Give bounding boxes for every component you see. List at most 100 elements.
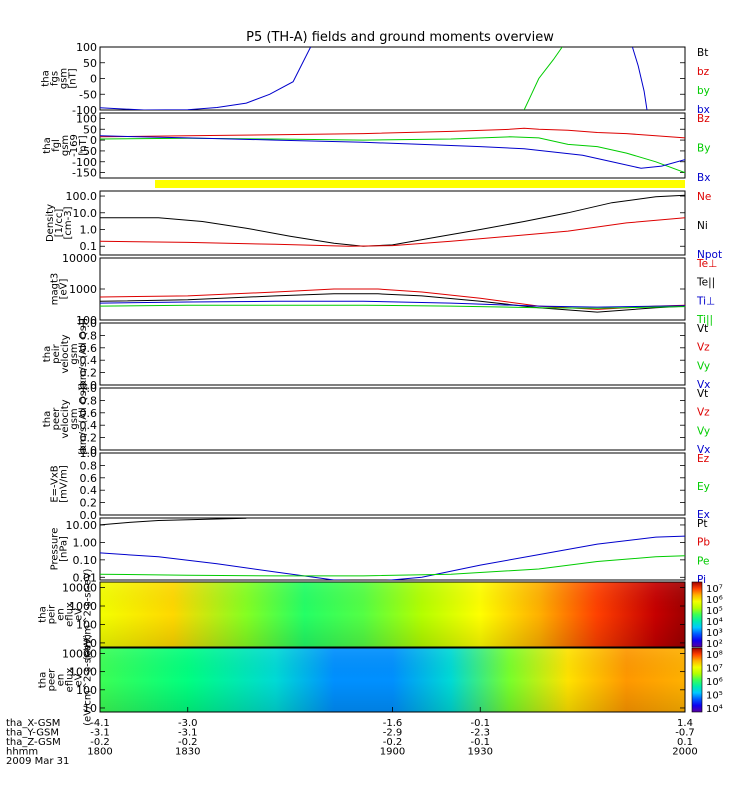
y-tick-label: -100 [72,104,97,117]
x-row-value: 0.1 [677,737,693,748]
y-tick-label: 0.10 [73,554,98,567]
y-tick-label: 100 [76,112,97,125]
series-Ti|| [100,304,685,309]
legend-By: By [697,143,710,155]
legend-Pt: Pt [697,518,707,530]
y-tick-label: 0.01 [73,571,98,584]
y-axis-label: thapeirenefluxeV(eV/cm^2-s-sr-eV) [38,568,94,660]
series-group [100,127,685,174]
series-Pe [100,555,685,577]
y-tick-label: 50 [83,57,97,70]
panel-frame [99,322,686,386]
x-row-value: -0.2 [383,737,403,748]
x-row-value: -2.9 [383,728,403,739]
x-row-value: -4.1 [90,718,110,729]
x-row-label: tha_Z-GSM [6,737,61,748]
colorbar-label: 10⁴ [706,704,723,715]
legend-Vy: Vy [697,360,710,372]
y-tick-label: 10.00 [66,519,98,532]
series-Bx [100,135,685,169]
colorbar-label: 10³ [706,628,723,639]
legend-Vt: Vt [697,323,708,335]
series-group [100,194,685,247]
y-axis-label: thafglgsm-169[nT] [42,134,89,157]
series-Bz [100,127,685,139]
series-Te|| [100,293,685,313]
y-tick-label: 0.6 [80,342,98,355]
series-Ne [100,217,685,247]
y-tick-label: -150 [72,167,97,180]
y-tick-label: 100.0 [66,190,98,203]
panel-density: 100.0 10.0 1.0 0.1 Density[1/cc][cm-3] Ne Ni Np… [45,190,722,261]
y-tick-label: 1.0 [80,317,98,330]
panel-frame [99,257,686,321]
y-tick-label: 0.8 [80,329,98,342]
y-tick-label: 0.2 [80,432,98,445]
y-tick-label: 1.00 [73,536,98,549]
panel-peir: 1.00.80.60.40.20.0thapeirvelocitygsm[km/… [42,317,710,392]
y-tick-label: 1000 [69,600,97,613]
colorbar-label: 10⁴ [706,617,723,628]
y-tick-label: 0.8 [80,394,98,407]
colorbar [691,647,703,713]
y-tick-label: -100 [72,156,97,169]
x-row-value: -3.1 [90,728,110,739]
y-axis-label: thapeerenefluxeV(eV/cm^2-s-sr-eV) [38,634,94,726]
y-axis-label: thapeervelocitygsm[km/s (All Qs)] [42,383,89,455]
y-tick-label: 1.0 [80,447,98,460]
x-row-value: -0.1 [470,737,490,748]
colorbar-label: 10⁵ [706,606,723,617]
legend-Vx: Vx [697,379,710,391]
panel-frame [99,112,686,179]
y-tick-label: 1.0 [80,382,98,395]
legend-Vx: Vx [697,444,710,456]
y-tick-label: 0.6 [80,472,98,485]
legend-Pi: Pi [697,574,706,586]
x-row-value: 1800 [87,747,112,758]
series-Pt [100,518,247,526]
y-tick-label: 0.1 [80,240,98,253]
y-tick-label: 0.8 [80,459,98,472]
series-By [100,136,685,174]
colorbar-label: 10² [706,639,723,650]
x-row-value: 1900 [380,747,405,758]
legend-Ti⊥: Ti⊥ [696,295,715,307]
legend-Vz: Vz [697,407,710,419]
legend-Bt: Bt [697,47,708,59]
y-tick-label: 1.0 [80,224,98,237]
panel-frame [99,452,686,516]
x-row-value: -3.0 [178,718,198,729]
y-tick-label: 0.0 [80,444,98,457]
x-row-value: -3.1 [178,728,198,739]
series-Pi [100,535,685,580]
y-axis-label: thapeirvelocitygsm[km/s (All Qs)] [42,318,89,390]
y-tick-label: 10000 [62,582,97,595]
legend-Ey: Ey [697,481,710,493]
series-by [523,47,563,110]
spectrogram-shading [100,582,685,647]
y-tick-label: 0.4 [80,354,98,367]
legend-Pb: Pb [697,537,710,549]
y-tick-label: 0.0 [80,379,98,392]
colorbar-label: 10⁷ [706,584,723,595]
series-group [100,288,685,313]
x-row-value: 1.4 [677,718,693,729]
y-tick-label: 10000 [62,252,97,265]
x-row-value: -2.3 [470,728,490,739]
legend-Ti||: Ti|| [696,314,713,326]
colorbar-label: 10⁸ [706,650,723,661]
y-tick-label: 100 [76,41,97,54]
y-tick-label: 10 [83,637,97,650]
spectrogram-shading [100,648,685,712]
figure-title: P5 (TH-A) fields and ground moments over… [246,30,554,45]
legend-Ez: Ez [697,453,710,465]
colorbar-label: 10⁶ [706,677,723,688]
x-row-value: -0.7 [675,728,695,739]
y-axis-label: magt3[eV] [50,273,70,306]
x-axis: tha_X-GSM -4.1 -3.0 -1.6 -0.1 1.4 tha_Y-GSM -3.… [6,707,698,767]
y-axis-label: Density[1/cc][cm-3] [45,204,74,242]
